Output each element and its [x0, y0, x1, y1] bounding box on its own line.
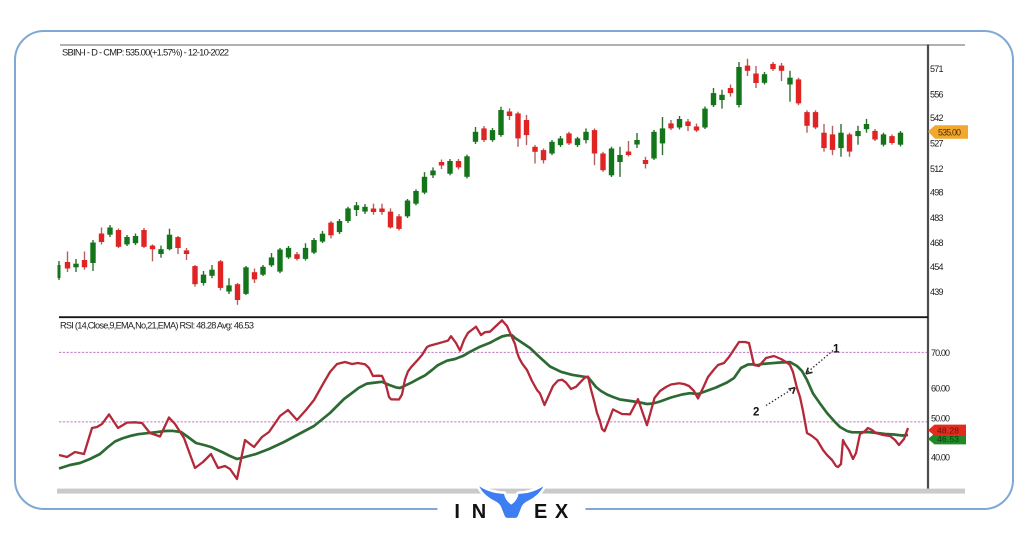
svg-text:RSI (14,Close,9,EMA,No,21,EMA): RSI (14,Close,9,EMA,No,21,EMA) RSI: 48.2… [60, 321, 254, 331]
svg-text:60.00: 60.00 [931, 383, 950, 393]
svg-text:46.53: 46.53 [937, 434, 959, 444]
svg-text:556: 556 [930, 90, 944, 100]
svg-text:483: 483 [930, 213, 944, 223]
svg-text:527: 527 [930, 139, 944, 149]
svg-text:48.28: 48.28 [937, 426, 959, 436]
svg-text:N: N [472, 501, 486, 523]
svg-text:50.00: 50.00 [931, 414, 950, 424]
svg-text:1: 1 [833, 344, 840, 356]
svg-text:SBIN-I - D - CMP: 535.00(+1.57: SBIN-I - D - CMP: 535.00(+1.57%) - 12-10… [62, 47, 229, 58]
svg-text:454: 454 [930, 262, 944, 272]
svg-text:498: 498 [930, 188, 944, 198]
svg-text:535.00: 535.00 [938, 127, 961, 137]
svg-text:512: 512 [930, 164, 944, 174]
svg-text:E: E [534, 501, 547, 523]
svg-text:I: I [454, 501, 460, 523]
svg-text:439: 439 [930, 287, 944, 297]
svg-text:2: 2 [753, 407, 759, 419]
svg-text:40.00: 40.00 [931, 453, 950, 463]
svg-text:70.00: 70.00 [931, 348, 950, 358]
svg-text:542: 542 [930, 113, 944, 123]
svg-text:468: 468 [930, 238, 944, 248]
svg-text:X: X [555, 501, 569, 523]
svg-text:571: 571 [930, 64, 944, 74]
